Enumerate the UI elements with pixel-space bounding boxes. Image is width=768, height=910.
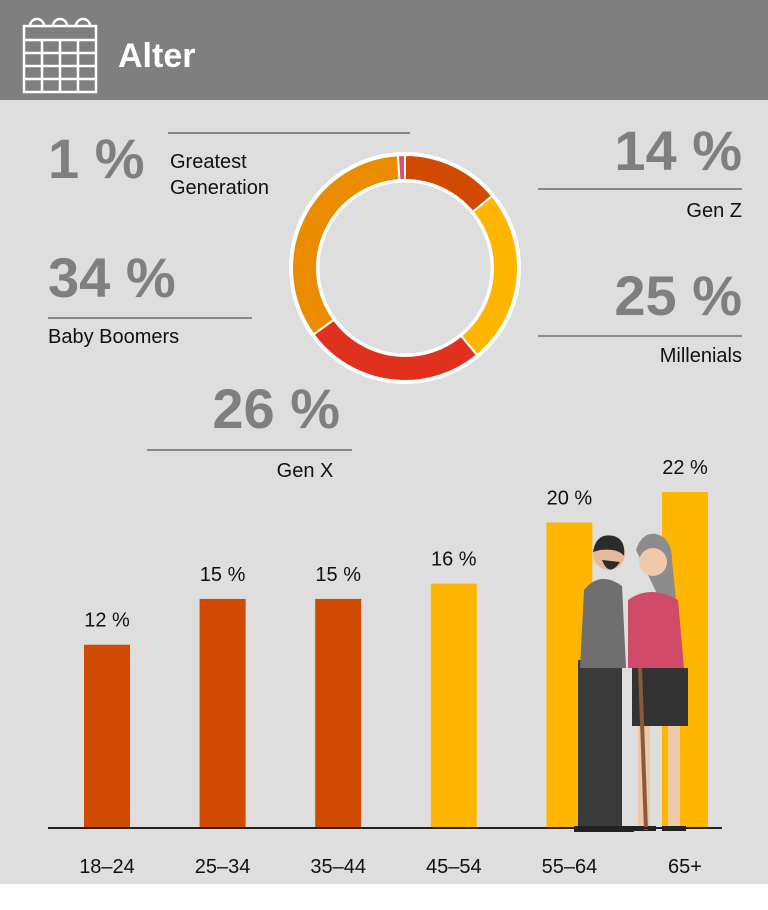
bar	[430, 583, 477, 828]
bar-value-label: 20 %	[547, 488, 593, 510]
x-tick-label: 65+	[668, 856, 702, 878]
bar-value-label: 12 %	[84, 610, 130, 632]
share-label: 14 %	[614, 119, 742, 182]
bar-value-label: 16 %	[431, 549, 477, 571]
x-tick-label: 55–64	[542, 856, 598, 878]
header-bar	[0, 0, 768, 100]
x-tick-label: 45–54	[426, 856, 482, 878]
x-tick-label: 25–34	[195, 856, 251, 878]
bar-value-label: 15 %	[315, 564, 361, 586]
people-illustration	[574, 533, 688, 832]
x-tick-label: 35–44	[310, 856, 366, 878]
donut-hole	[316, 179, 494, 357]
share-label: 25 %	[614, 264, 742, 327]
bar-value-label: 22 %	[662, 457, 708, 479]
bar-value-label: 15 %	[200, 564, 246, 586]
bar	[199, 598, 246, 828]
category-label: Millenials	[660, 345, 742, 367]
category-label: Gen Z	[686, 200, 742, 222]
share-label: 34 %	[48, 246, 176, 309]
bar	[315, 598, 362, 828]
share-label: 1 %	[48, 127, 145, 190]
category-label: Gen X	[277, 460, 334, 482]
bar	[84, 644, 130, 828]
category-label: Greatest Generation	[170, 151, 269, 199]
donut-segment	[396, 153, 406, 182]
x-tick-label: 18–24	[79, 856, 135, 878]
share-label: 26 %	[212, 377, 340, 440]
header-title: Alter	[118, 37, 195, 75]
calendar-icon	[22, 17, 98, 94]
category-label: Baby Boomers	[48, 326, 179, 348]
